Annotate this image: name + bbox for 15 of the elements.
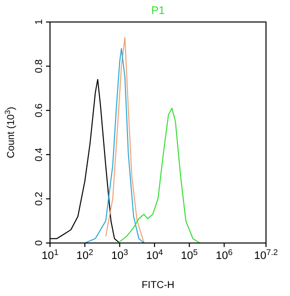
chart-title: P1	[151, 5, 165, 17]
y-tick-label: 1	[34, 18, 45, 25]
y-tick-label: 0.8	[34, 58, 45, 74]
x-tick-label: 10$^{7.2}$	[254, 248, 278, 262]
x-tick-label: 10$^{6}$	[216, 248, 234, 262]
x-tick-label: 10$^{2}$	[76, 248, 94, 262]
x-axis-title: FITC-H	[142, 280, 174, 291]
x-tick-label: 10$^{3}$	[111, 248, 129, 262]
x-tick-label: 10$^{1}$	[42, 248, 59, 262]
y-tick-label: 0.6	[34, 103, 45, 118]
y-tick-label: 0.2	[34, 191, 45, 206]
y-tick-label: 0.4	[34, 147, 45, 162]
x-tick-label: 10$^{5}$	[180, 248, 198, 262]
x-tick-label: 10$^{4}$	[146, 248, 164, 262]
y-tick-label: 0	[34, 240, 45, 246]
